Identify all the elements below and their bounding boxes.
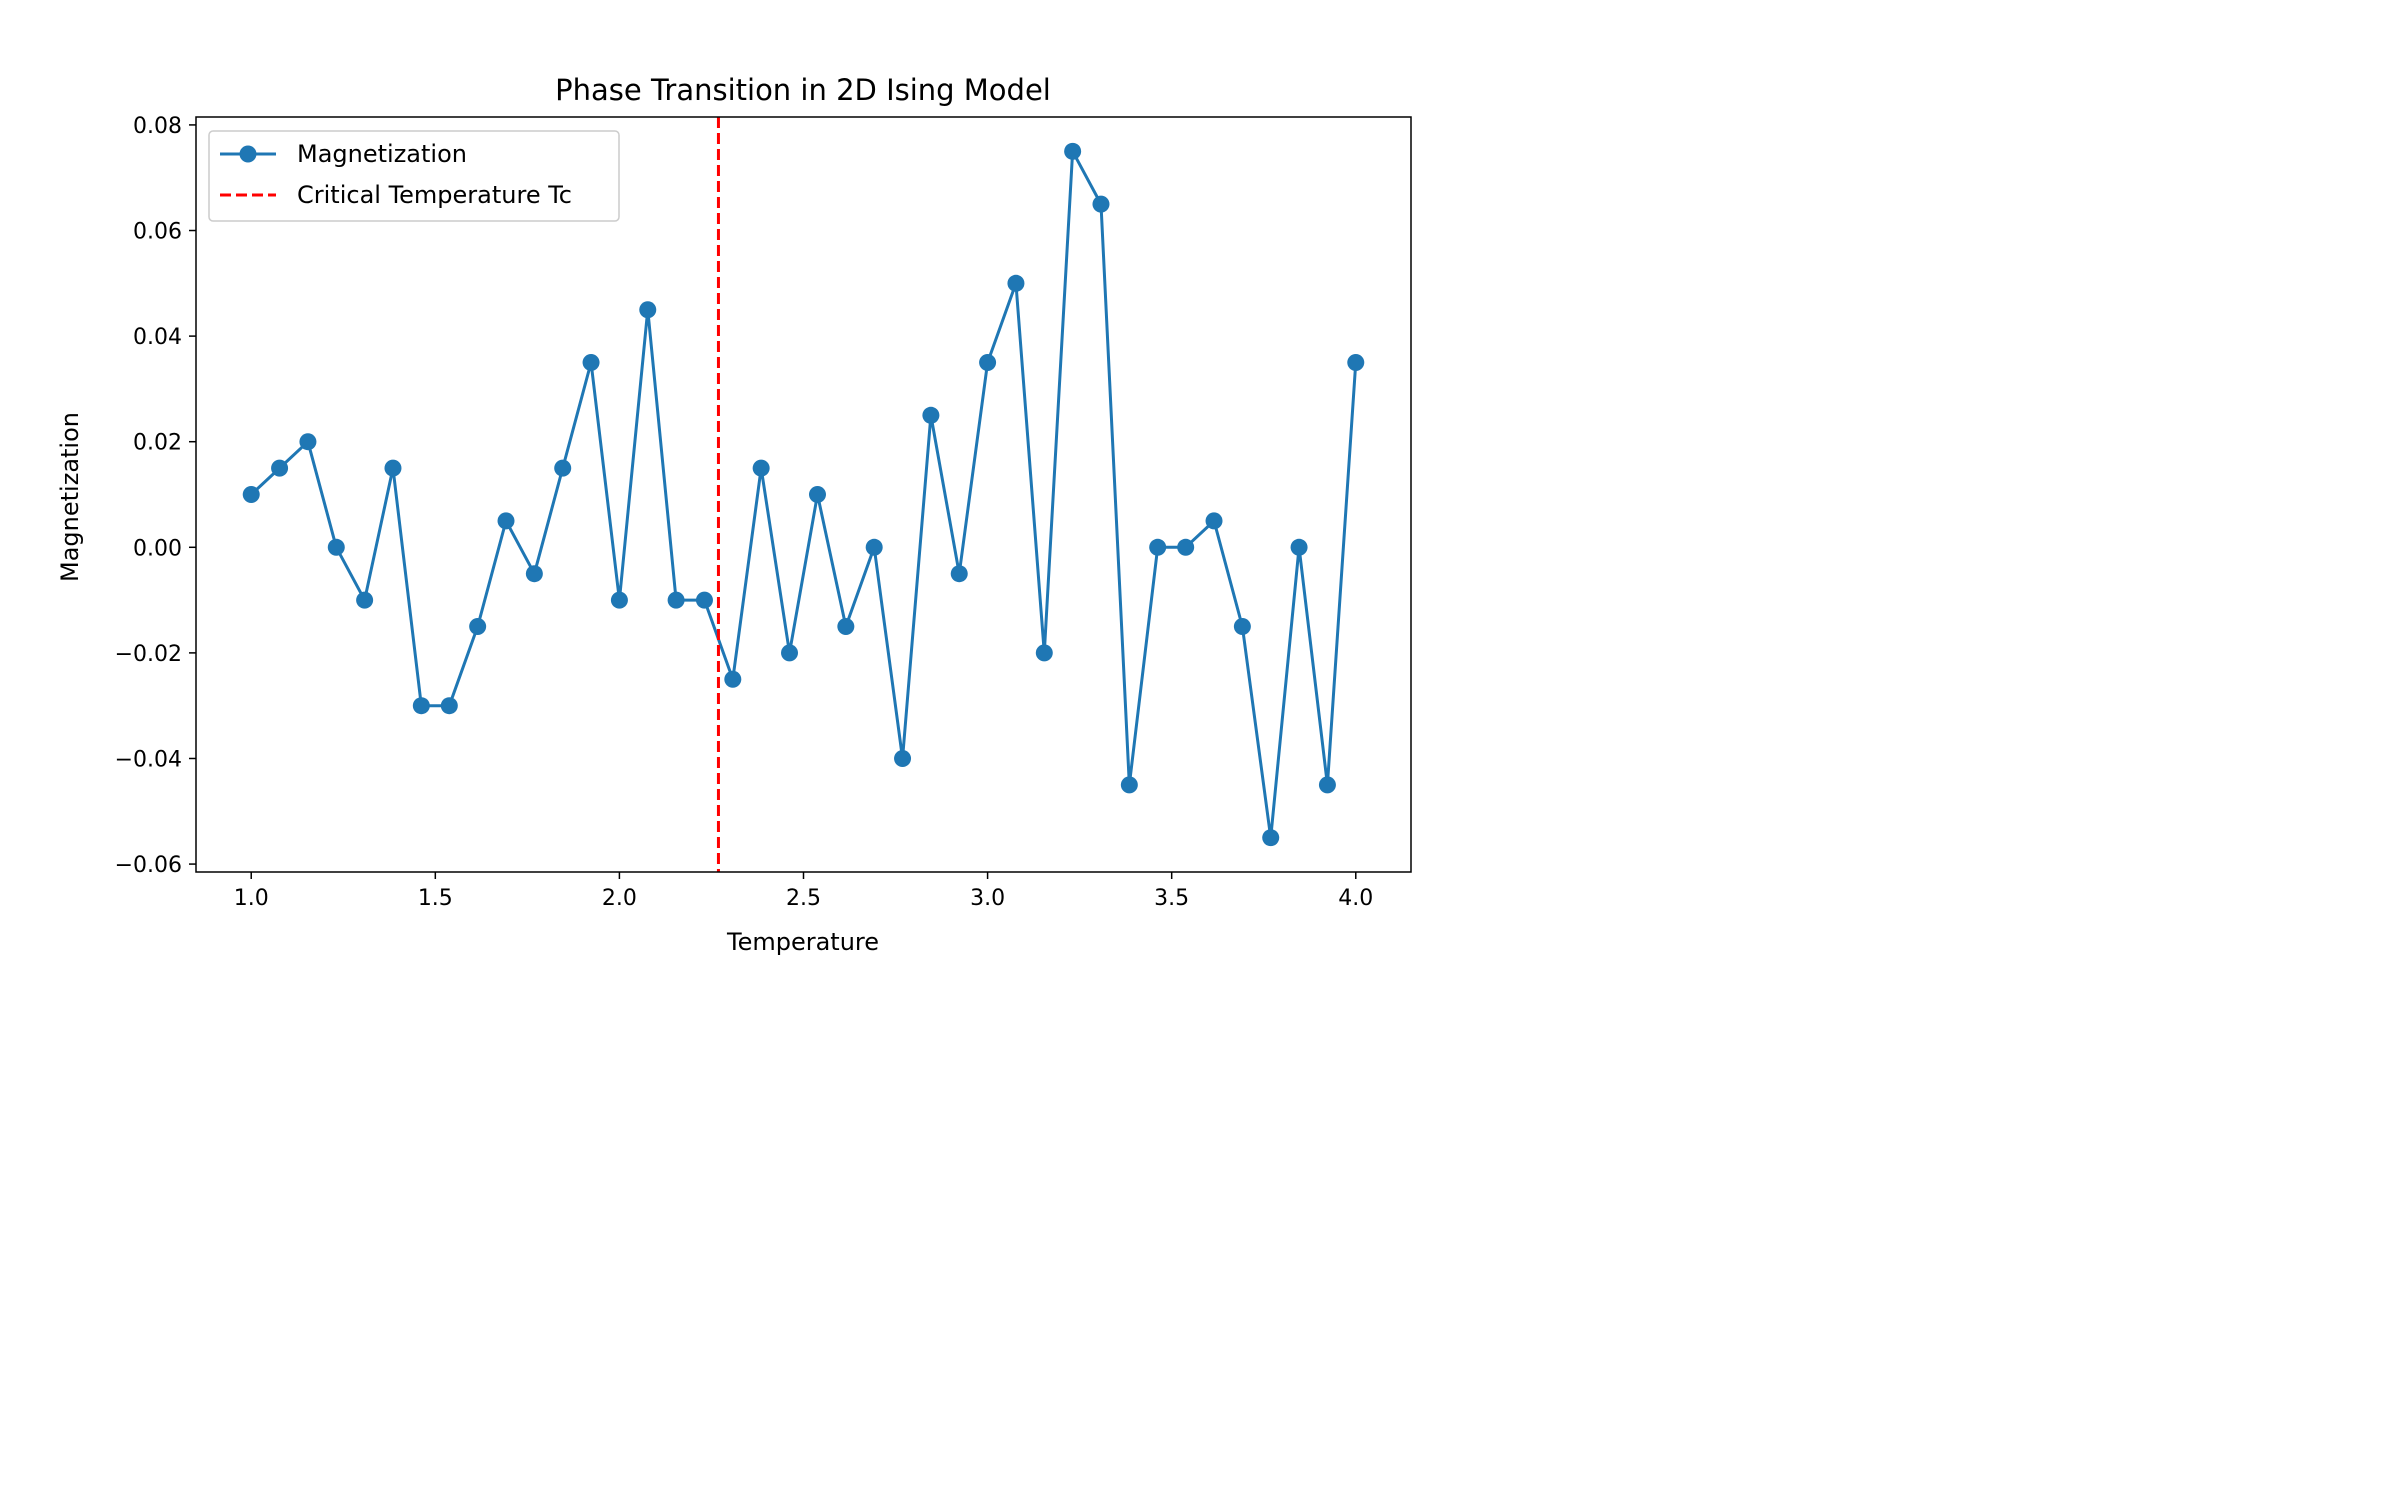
magnetization-line (250, 149, 1358, 840)
magnetization-point (440, 697, 458, 715)
magnetization-point (1092, 195, 1110, 213)
y-tick-label: −0.04 (115, 747, 182, 772)
magnetization-point (1205, 512, 1223, 530)
magnetization-point (412, 697, 430, 715)
legend-tc-label: Critical Temperature Tc (297, 181, 572, 209)
magnetization-point (1149, 538, 1167, 556)
y-tick-label: 0.00 (133, 536, 182, 561)
magnetization-point (950, 565, 968, 583)
magnetization-point (808, 486, 826, 503)
magnetization-point (1177, 538, 1195, 556)
x-axis: 1.0 1.5 2.0 2.5 3.0 3.5 4.0 (234, 872, 1373, 911)
x-tick-label: 4.0 (1338, 886, 1373, 911)
x-tick-label: 3.5 (1154, 886, 1189, 911)
y-axis-label: Magnetization (56, 412, 84, 582)
legend-box (208, 130, 620, 222)
y-tick-label: −0.02 (115, 642, 182, 667)
magnetization-point (1064, 142, 1082, 160)
x-tick-label: 2.0 (602, 886, 637, 911)
magnetization-point (724, 670, 742, 688)
x-axis-label: Temperature (726, 928, 879, 956)
plot-frame (195, 116, 1412, 873)
y-tick-label: −0.06 (115, 853, 182, 878)
x-tick-label: 2.5 (786, 886, 821, 911)
magnetization-point (695, 591, 713, 609)
x-tick-label: 3.0 (970, 886, 1005, 911)
magnetization-point (1347, 354, 1365, 372)
magnetization-point (1120, 776, 1138, 794)
legend-magnetization-marker (239, 145, 257, 163)
x-tick-label: 1.0 (234, 886, 269, 911)
magnetization-point (639, 301, 657, 319)
magnetization-point (242, 486, 260, 503)
magnetization-point (356, 591, 374, 609)
y-axis: −0.06 −0.04 −0.02 0.00 0.02 0.04 0.06 0.08 (115, 114, 196, 878)
magnetization-point (979, 354, 997, 372)
magnetization-point (299, 433, 317, 451)
magnetization-point (525, 565, 543, 583)
magnetization-point (271, 459, 289, 477)
magnetization-point (1262, 829, 1280, 847)
magnetization-point (1233, 617, 1251, 635)
magnetization-point (865, 538, 883, 556)
y-tick-label: 0.08 (133, 114, 182, 139)
magnetization-point (837, 617, 855, 635)
magnetization-point (922, 406, 940, 424)
chart-title: Phase Transition in 2D Ising Model (555, 73, 1051, 107)
magnetization-point (752, 459, 770, 477)
magnetization-point (327, 538, 345, 556)
magnetization-point (1290, 538, 1308, 556)
legend-magnetization-label: Magnetization (297, 140, 467, 168)
y-tick-label: 0.04 (133, 325, 182, 350)
y-tick-label: 0.02 (133, 431, 182, 456)
magnetization-point (781, 644, 799, 662)
magnetization-point (894, 749, 912, 767)
y-tick-label: 0.06 (133, 220, 182, 245)
magnetization-point (1035, 644, 1053, 662)
magnetization-point (1318, 776, 1336, 794)
plot-area (242, 117, 1365, 872)
legend: Magnetization Critical Temperature Tc (208, 130, 620, 222)
magnetization-point (554, 459, 572, 477)
magnetization-point (384, 459, 402, 477)
magnetization-point (667, 591, 685, 609)
magnetization-point (582, 354, 600, 372)
magnetization-point (469, 617, 487, 635)
x-tick-label: 1.5 (418, 886, 453, 911)
magnetization-point (497, 512, 515, 530)
magnetization-point (1007, 274, 1025, 292)
magnetization-point (610, 591, 628, 609)
chart: Phase Transition in 2D Ising Model 1.0 1.… (0, 0, 1545, 966)
